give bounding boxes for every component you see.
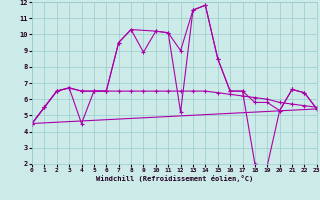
- X-axis label: Windchill (Refroidissement éolien,°C): Windchill (Refroidissement éolien,°C): [96, 175, 253, 182]
